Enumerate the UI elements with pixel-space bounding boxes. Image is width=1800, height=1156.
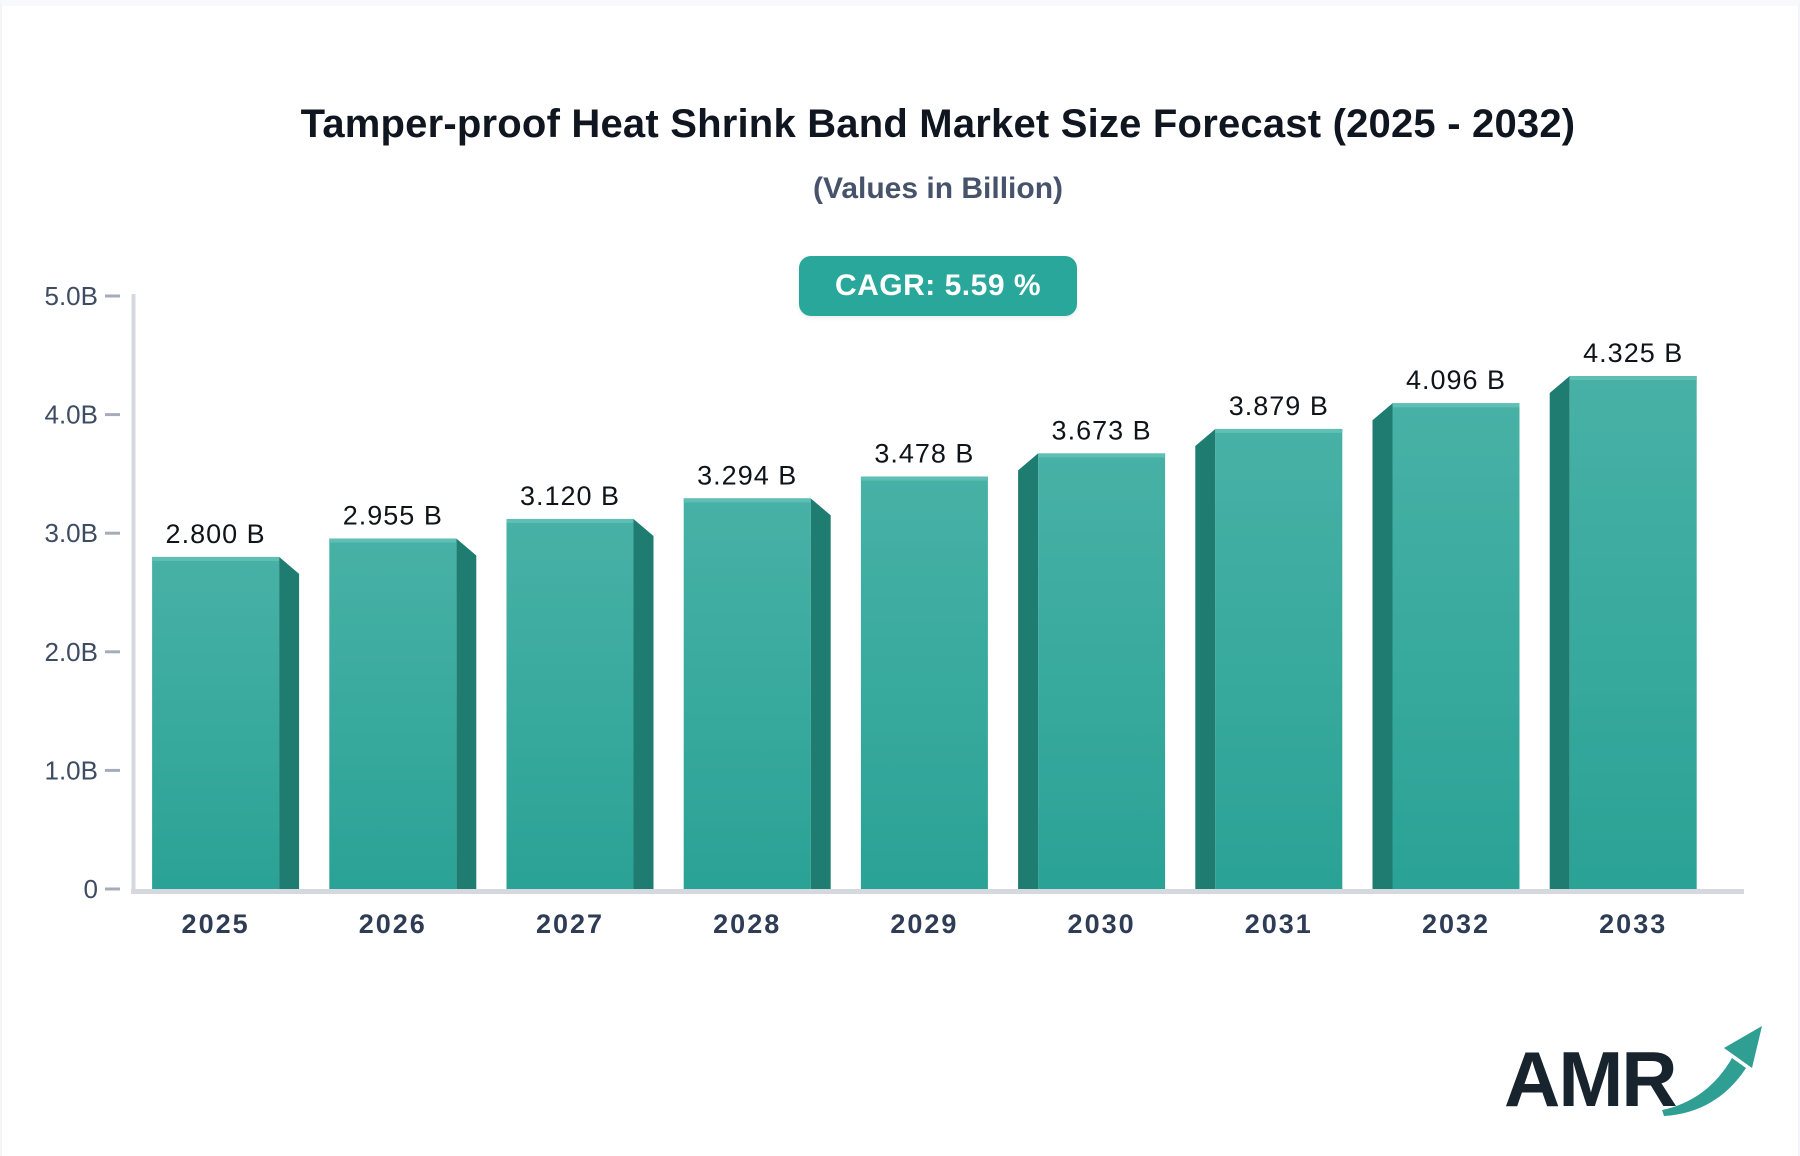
bar-value-label: 4.325 B xyxy=(1583,338,1683,368)
cagr-badge-wrap: CAGR: 5.59 % xyxy=(132,256,1744,316)
bar-group-2031: 3.879 B 2031 xyxy=(1195,391,1343,939)
bar-2025 xyxy=(152,556,280,889)
amr-logo-arrow-icon xyxy=(1662,1026,1762,1116)
bar-group-2029: 3.478 B 2029 xyxy=(860,439,988,939)
bar-top-highlight xyxy=(1569,376,1697,381)
chart-subtitle: (Values in Billion) xyxy=(812,172,1064,205)
bar-top-highlight xyxy=(506,518,634,523)
bar-side-face xyxy=(1195,428,1216,889)
x-tick-label: 2026 xyxy=(359,909,427,939)
bar-2033 xyxy=(1569,376,1697,889)
bar-value-label: 2.800 B xyxy=(166,519,266,549)
amr-logo: AMR xyxy=(1504,1026,1764,1132)
bar-2026 xyxy=(329,538,457,889)
bar-side-face xyxy=(456,538,477,889)
x-tick-label: 2025 xyxy=(182,909,250,939)
bar-value-label: 2.955 B xyxy=(343,501,443,531)
chart-title: Tamper-proof Heat Shrink Band Market Siz… xyxy=(300,102,1576,146)
bar-group-2033: 4.325 B 2033 xyxy=(1549,338,1697,939)
bar-side-face xyxy=(1018,453,1039,889)
bar-value-label: 3.294 B xyxy=(697,460,797,490)
bar-top-highlight xyxy=(329,538,457,543)
y-tick-label: 2.0B xyxy=(45,637,99,667)
bar-side-face xyxy=(810,498,831,889)
bar-top-highlight xyxy=(1392,403,1520,408)
bar-value-label: 3.478 B xyxy=(874,439,974,469)
bar-side-face xyxy=(279,556,300,889)
x-tick-label: 2033 xyxy=(1599,909,1667,939)
amr-logo-text: AMR xyxy=(1504,1035,1678,1123)
bar-value-label: 3.673 B xyxy=(1052,415,1152,445)
bar-group-2030: 3.673 B 2030 xyxy=(1018,415,1166,939)
y-tick-label: 0 xyxy=(84,874,98,904)
x-tick-label: 2030 xyxy=(1068,909,1136,939)
bar-value-label: 3.879 B xyxy=(1229,391,1329,421)
bar-top-highlight xyxy=(860,476,988,481)
bar-value-label: 3.120 B xyxy=(520,481,620,511)
x-tick-label: 2031 xyxy=(1245,909,1313,939)
x-tick-label: 2029 xyxy=(890,909,958,939)
bar-top-highlight xyxy=(152,556,280,561)
y-tick-label: 1.0B xyxy=(45,755,99,785)
bar-2030 xyxy=(1038,453,1166,889)
bar-group-2027: 3.120 B 2027 xyxy=(506,481,654,939)
chart-header: Tamper-proof Heat Shrink Band Market Siz… xyxy=(132,6,1744,346)
bar-group-2025: 2.800 B 2025 xyxy=(152,519,300,939)
y-tick-label: 5.0B xyxy=(45,281,99,311)
bar-2029 xyxy=(860,476,988,889)
bar-side-face xyxy=(1372,403,1393,889)
y-tick-label: 4.0B xyxy=(45,400,99,430)
bar-value-label: 4.096 B xyxy=(1406,365,1506,395)
bar-group-2032: 4.096 B 2032 xyxy=(1372,365,1520,939)
x-tick-label: 2027 xyxy=(536,909,604,939)
bar-2032 xyxy=(1392,403,1520,889)
bar-2028 xyxy=(683,498,811,889)
bar-top-highlight xyxy=(1215,428,1343,433)
bar-group-2028: 3.294 B 2028 xyxy=(683,460,831,939)
bar-top-highlight xyxy=(683,498,811,503)
bar-2027 xyxy=(506,518,634,889)
bar-group-2026: 2.955 B 2026 xyxy=(329,501,477,939)
bar-side-face xyxy=(1549,376,1570,889)
bar-top-highlight xyxy=(1038,453,1166,458)
bar-side-face xyxy=(633,518,654,889)
y-tick-label: 3.0B xyxy=(45,518,99,548)
x-tick-label: 2028 xyxy=(713,909,781,939)
bar-2031 xyxy=(1215,428,1343,889)
x-tick-label: 2032 xyxy=(1422,909,1490,939)
cagr-badge: CAGR: 5.59 % xyxy=(798,256,1078,316)
